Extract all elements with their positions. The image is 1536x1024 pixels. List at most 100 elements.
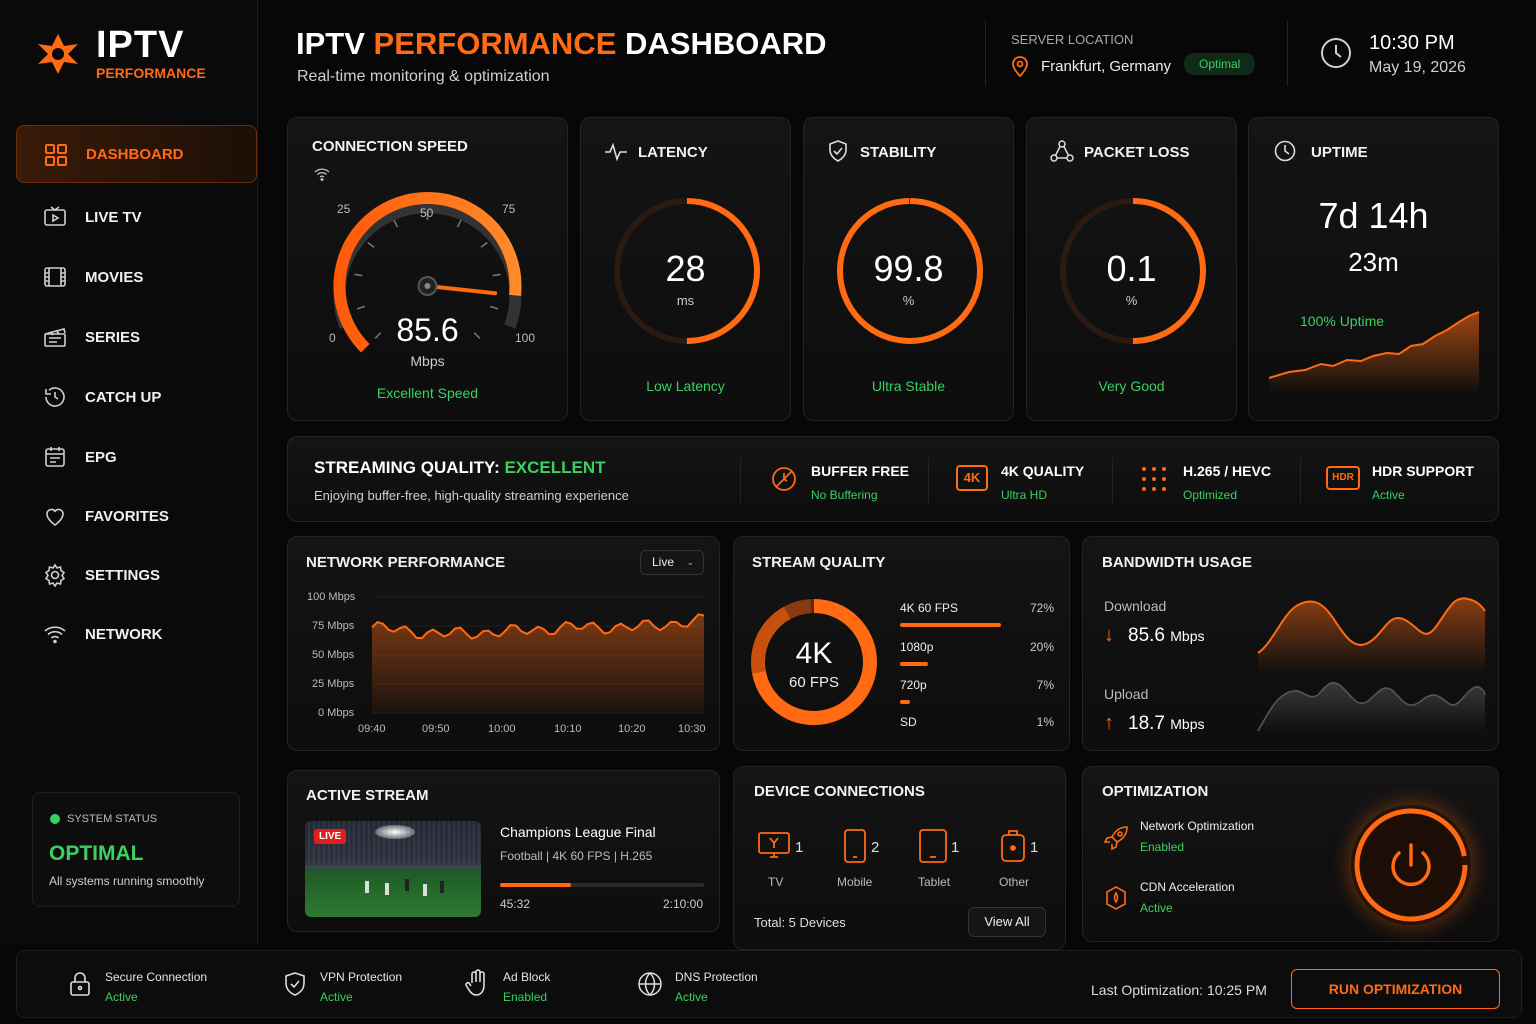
feature-status: Optimized [1183,488,1238,502]
card-title: DEVICE CONNECTIONS [754,783,925,800]
download-value: 85.6 Mbps [1128,625,1205,647]
lock-icon [69,971,91,997]
sidebar-item-epg[interactable]: EPG [16,428,257,486]
title-prefix: IPTV [296,26,365,61]
y-tick: 100 Mbps [307,591,356,603]
latency-status: Low Latency [646,378,725,394]
streaming-title-text: STREAMING QUALITY: [314,458,500,477]
wifi-icon [43,622,67,646]
sidebar-item-label: EPG [85,448,117,466]
uptime-days: 7d 14h [1318,195,1429,236]
sidebar-item-dashboard[interactable]: DASHBOARD [16,125,257,183]
page-title: IPTV PERFORMANCE DASHBOARD [296,26,827,62]
feature-title: 4K QUALITY [1001,463,1085,479]
footer-item-status: Active [105,990,138,1004]
globe-icon [637,971,663,997]
sidebar-item-live-tv[interactable]: LIVE TV [16,188,257,246]
device-connections-card: DEVICE CONNECTIONS 1 TV 2 Mobile 1 Table… [733,766,1066,950]
speed-value: 85.6 [396,312,459,348]
feature-title: H.265 / HEVC [1183,463,1271,479]
cdn-icon [1103,885,1129,911]
live-badge: LIVE [314,829,347,844]
quality-center-main: 4K [795,637,833,670]
streaming-quality-note: Enjoying buffer-free, high-quality strea… [314,488,629,503]
packet-loss-card: PACKET LOSS 0.1 % Very Good [1026,117,1237,421]
shield-icon [828,140,848,162]
tablet-icon [918,829,948,863]
stream-progress-track[interactable] [500,883,704,887]
stability-status: Ultra Stable [871,378,946,394]
card-title: OPTIMIZATION [1102,783,1209,800]
power-button[interactable] [1351,805,1471,925]
sidebar-item-label: DASHBOARD [86,145,184,163]
footer-item-status: Active [320,990,353,1004]
last-optimization: Last Optimization: 10:25 PM [1091,982,1267,998]
y-tick: 50 Mbps [312,649,355,661]
no-buffer-icon [769,464,799,494]
rocket-icon [1103,825,1129,851]
map-pin-icon [1011,55,1029,77]
stability-value: 99.8 [873,248,944,289]
sidebar-item-favorites[interactable]: FAVORITES [16,487,257,545]
feature-title: BUFFER FREE [811,463,909,479]
network-nodes-icon [1050,140,1074,162]
stability-ring [837,198,983,344]
stream-name: Champions League Final [500,824,656,840]
grid-icon [44,143,68,167]
uptime-minutes: 23m [1348,247,1399,277]
optimization-item-title: CDN Acceleration [1140,880,1235,894]
uptime-card: UPTIME 7d 14h 23m 100% Uptime [1248,117,1499,421]
tv-icon [43,205,67,229]
card-title: CONNECTION SPEED [312,138,468,155]
stability-card: STABILITY 99.8 % Ultra Stable [803,117,1014,421]
quality-row-label: SD [900,715,917,729]
card-title: STREAM QUALITY [752,554,886,571]
sidebar-item-label: NETWORK [85,625,163,643]
device-total: Total: 5 Devices [754,915,846,930]
gauge-tick-mark [456,219,462,228]
feature-status: No Buffering [811,488,878,502]
sidebar-item-label: CATCH UP [85,388,162,406]
sidebar-item-network[interactable]: NETWORK [16,605,257,663]
upload-unit: Mbps [1170,716,1205,732]
footer-bar: Secure Connection Active VPN Protection … [16,950,1522,1018]
clapper-icon [43,325,67,349]
gauge-tick-mark [367,241,375,248]
arrow-down-icon: ↓ [1104,624,1114,646]
sidebar-item-catch-up[interactable]: CATCH UP [16,368,257,426]
latency-unit: ms [676,293,695,308]
stream-thumbnail[interactable]: LIVE [305,821,481,917]
uptime-status: 100% Uptime [1300,313,1385,329]
view-all-button[interactable]: View All [968,907,1046,937]
x-tick: 09:40 [358,723,386,735]
system-status-value: OPTIMAL [49,842,144,865]
card-title: NETWORK PERFORMANCE [306,554,506,571]
4k-icon: 4K [956,465,988,491]
gauge-tick-mark [480,241,488,248]
stream-progress-fill [500,883,572,887]
x-tick: 10:00 [488,723,516,735]
feature-title: HDR SUPPORT [1372,463,1474,479]
network-performance-card: NETWORK PERFORMANCE Live ⌄ 100 Mbps 75 M… [287,536,720,751]
hand-icon [465,969,489,997]
server-location-label: SERVER LOCATION [1011,32,1134,47]
sidebar-item-movies[interactable]: MOVIES [16,248,257,306]
sidebar-item-settings[interactable]: SETTINGS [16,546,257,604]
gauge-tick-mark [374,332,382,339]
gauge-tick-mark [492,273,501,277]
sidebar-item-label: FAVORITES [85,507,169,525]
gauge-tick-mark [354,273,363,277]
pulse-icon [604,142,628,162]
bandwidth-usage-card: BANDWIDTH USAGE Download ↓ 85.6 Mbps Upl… [1082,536,1499,751]
quality-center-sub: 60 FPS [788,674,840,691]
footer-item-status: Active [675,990,708,1004]
speed-gauge [333,192,522,353]
optimization-item-title: Network Optimization [1140,819,1255,833]
network-chart [371,596,705,714]
sidebar-item-series[interactable]: SERIES [16,308,257,366]
packet-loss-value: 0.1 [1106,248,1157,289]
run-optimization-button[interactable]: RUN OPTIMIZATION [1291,969,1500,1009]
device-label: Tablet [918,875,951,889]
live-mode-dropdown[interactable]: Live ⌄ [640,550,704,575]
gauge-tick-75: 75 [502,202,516,216]
